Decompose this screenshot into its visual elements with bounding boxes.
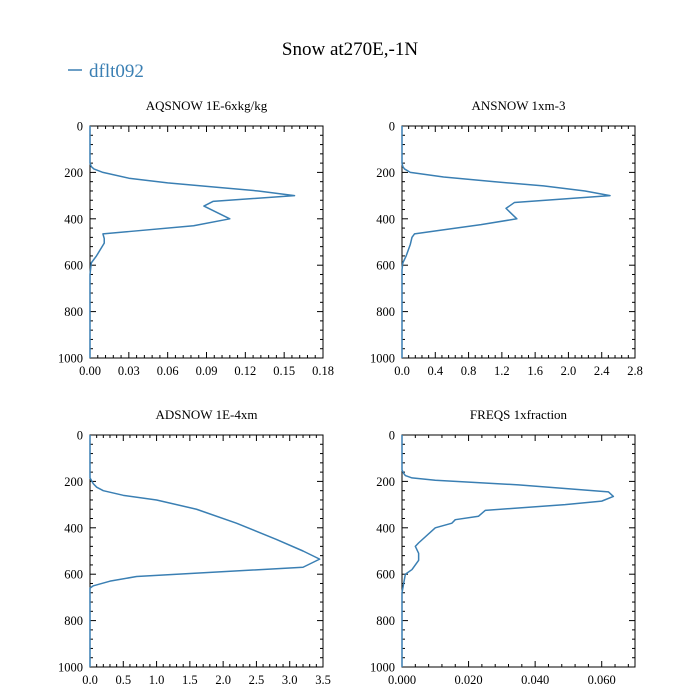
x-tick-label: 0.5: [115, 673, 131, 687]
plot-frame-freqs: [401, 434, 636, 668]
series-line-freqs: [401, 435, 615, 667]
legend: dflt092: [68, 61, 144, 82]
x-tick-label: 2.5: [249, 673, 265, 687]
x-tick-label: 0.06: [157, 364, 179, 378]
x-tick-label: 2.4: [594, 364, 610, 378]
x-tick-label: 0.18: [312, 364, 334, 378]
y-tick-label: 400: [64, 212, 83, 226]
panel-title-ansnow: ANSNOW 1xm-3: [471, 98, 565, 113]
x-tick-label: 0.020: [455, 673, 483, 687]
plot-frame-aqsnow: [89, 125, 324, 359]
x-tick-label: 2.8: [627, 364, 643, 378]
x-tick-label: 0.0: [82, 673, 98, 687]
x-tick-label: 0.15: [273, 364, 295, 378]
y-tick-label: 1000: [58, 661, 83, 675]
series-line-ansnow: [401, 126, 611, 358]
y-tick-label: 1000: [370, 661, 395, 675]
legend-label: dflt092: [89, 61, 144, 82]
y-tick-label: 200: [376, 166, 395, 180]
y-tick-label: 600: [376, 568, 395, 582]
x-tick-label: 0.12: [234, 364, 256, 378]
y-tick-label: 200: [64, 475, 83, 489]
x-tick-label: 0.00: [79, 364, 101, 378]
x-tick-label: 3.0: [282, 673, 298, 687]
x-tick-label: 1.2: [494, 364, 510, 378]
y-tick-label: 0: [77, 120, 83, 134]
x-tick-label: 0.060: [588, 673, 616, 687]
x-tick-label: 0.8: [461, 364, 477, 378]
y-tick-label: 600: [64, 568, 83, 582]
plot-frame-ansnow: [401, 125, 636, 359]
y-tick-label: 600: [64, 259, 83, 273]
y-tick-label: 800: [64, 305, 83, 319]
x-tick-label: 1.0: [149, 673, 165, 687]
x-tick-label: 0.4: [427, 364, 443, 378]
y-tick-label: 600: [376, 259, 395, 273]
y-tick-label: 200: [64, 166, 83, 180]
panel-title-aqsnow: AQSNOW 1E-6xkg/kg: [146, 98, 268, 113]
panel-title-adsnow: ADSNOW 1E-4xm: [156, 407, 258, 422]
y-tick-label: 1000: [370, 352, 395, 366]
x-tick-label: 2.0: [561, 364, 577, 378]
x-tick-label: 2.0: [215, 673, 231, 687]
x-tick-label: 0.03: [118, 364, 140, 378]
y-tick-label: 200: [376, 475, 395, 489]
y-tick-label: 400: [64, 521, 83, 535]
y-tick-label: 400: [376, 212, 395, 226]
x-tick-label: 0.000: [388, 673, 416, 687]
x-tick-label: 0.0: [394, 364, 410, 378]
y-tick-label: 1000: [58, 352, 83, 366]
y-tick-label: 400: [376, 521, 395, 535]
y-tick-label: 0: [77, 429, 83, 443]
x-tick-label: 1.6: [527, 364, 543, 378]
x-tick-label: 0.09: [196, 364, 218, 378]
y-tick-label: 800: [376, 305, 395, 319]
y-tick-label: 800: [376, 614, 395, 628]
x-tick-label: 3.5: [315, 673, 331, 687]
plot-frame-adsnow: [89, 434, 324, 668]
y-tick-label: 0: [389, 429, 395, 443]
series-line-aqsnow: [89, 126, 296, 358]
series-line-adsnow: [89, 435, 321, 667]
y-tick-label: 800: [64, 614, 83, 628]
y-tick-label: 0: [389, 120, 395, 134]
figure-title: Snow at270E,-1N: [282, 39, 418, 60]
x-tick-label: 0.040: [521, 673, 549, 687]
panel-title-freqs: FREQS 1xfraction: [470, 407, 568, 422]
x-tick-label: 1.5: [182, 673, 198, 687]
